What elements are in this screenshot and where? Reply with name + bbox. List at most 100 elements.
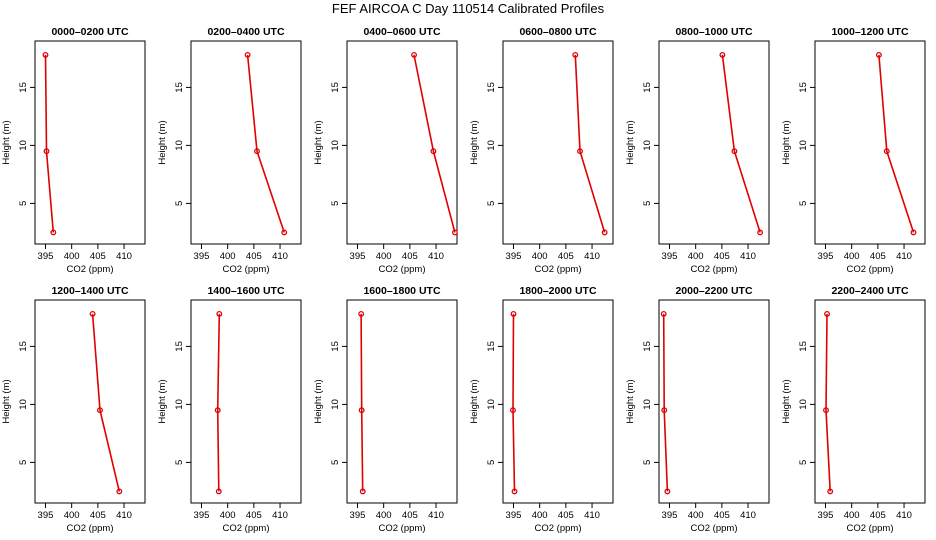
x-tick-label: 410 xyxy=(584,510,600,521)
y-tick-label: 15 xyxy=(18,82,29,93)
y-tick-label: 5 xyxy=(486,201,497,206)
x-tick-label: 395 xyxy=(506,510,522,521)
y-tick-label: 10 xyxy=(642,140,653,151)
y-tick-label: 15 xyxy=(486,341,497,352)
x-tick-label: 400 xyxy=(532,251,548,262)
y-tick-label: 10 xyxy=(642,399,653,410)
x-tick-label: 410 xyxy=(896,510,912,521)
panel-title: 2000–2200 UTC xyxy=(675,285,752,297)
panel-title: 2200–2400 UTC xyxy=(831,285,908,297)
x-axis-label: CO2 (ppm) xyxy=(847,264,894,275)
x-tick-label: 400 xyxy=(688,510,704,521)
x-axis-label: CO2 (ppm) xyxy=(691,264,738,275)
data-point xyxy=(42,51,49,58)
panel-title: 1000–1200 UTC xyxy=(831,26,908,38)
y-axis-label: Height (m) xyxy=(313,379,324,423)
co2-profile-line xyxy=(246,54,285,233)
x-axis-label: CO2 (ppm) xyxy=(847,523,894,534)
x-axis-label: CO2 (ppm) xyxy=(223,523,270,534)
data-point xyxy=(43,148,50,155)
x-axis-label: CO2 (ppm) xyxy=(223,264,270,275)
profile-panel: 1000–1200 UTC 395 400 405 410 5 10 15 CO2 (ppm) H… xyxy=(781,26,926,275)
data-point xyxy=(719,51,726,58)
plot-frame xyxy=(346,299,458,504)
x-tick-label: 395 xyxy=(506,251,522,262)
x-tick-label: 410 xyxy=(428,251,444,262)
co2-profile-line xyxy=(721,54,761,233)
panel-grid: 0000–0200 UTC 395 400 405 410 5 10 15 CO2 (ppm) H… xyxy=(1,26,926,534)
y-tick-label: 10 xyxy=(18,399,29,410)
panel-title: 0000–0200 UTC xyxy=(51,26,128,38)
y-tick-label: 10 xyxy=(330,399,341,410)
x-tick-label: 405 xyxy=(90,510,106,521)
y-tick-label: 5 xyxy=(330,460,341,465)
panel-title: 1400–1600 UTC xyxy=(207,285,284,297)
x-tick-label: 410 xyxy=(272,510,288,521)
y-tick-label: 10 xyxy=(798,140,809,151)
data-point xyxy=(451,229,458,236)
x-tick-label: 405 xyxy=(870,251,886,262)
co2-profile-line xyxy=(360,313,364,492)
y-tick-label: 10 xyxy=(330,140,341,151)
y-axis-label: Height (m) xyxy=(313,120,324,164)
plot-frame xyxy=(34,40,146,245)
x-tick-label: 395 xyxy=(818,510,834,521)
x-tick-label: 405 xyxy=(870,510,886,521)
profile-panel: 0800–1000 UTC 395 400 405 410 5 10 15 CO2 (ppm) H… xyxy=(625,26,770,275)
profile-panel: 1800–2000 UTC 395 400 405 410 5 10 15 CO2 (ppm) H… xyxy=(469,285,614,534)
y-axis-label: Height (m) xyxy=(157,120,168,164)
data-point xyxy=(510,310,517,317)
y-tick-label: 15 xyxy=(642,82,653,93)
x-axis-label: CO2 (ppm) xyxy=(379,523,426,534)
profile-panel: 0000–0200 UTC 395 400 405 410 5 10 15 CO2 (ppm) H… xyxy=(1,26,146,275)
figure-title: FEF AIRCOA C Day 110514 Calibrated Profi… xyxy=(332,1,605,16)
plot-frame xyxy=(190,299,302,504)
data-point xyxy=(359,488,366,495)
x-tick-label: 410 xyxy=(740,510,756,521)
x-axis-label: CO2 (ppm) xyxy=(379,264,426,275)
data-point xyxy=(660,310,667,317)
panel-title: 1600–1800 UTC xyxy=(363,285,440,297)
co2-profile-line xyxy=(44,54,55,233)
x-tick-label: 400 xyxy=(220,251,236,262)
y-axis-label: Height (m) xyxy=(469,379,480,423)
x-tick-label: 400 xyxy=(844,251,860,262)
y-tick-label: 5 xyxy=(174,460,185,465)
co2-profile-line xyxy=(413,54,456,233)
x-tick-label: 395 xyxy=(662,510,678,521)
data-point xyxy=(664,488,671,495)
data-point xyxy=(430,148,437,155)
x-tick-label: 400 xyxy=(64,251,80,262)
co2-profile-line xyxy=(878,54,915,233)
x-tick-label: 395 xyxy=(350,510,366,521)
x-tick-label: 395 xyxy=(818,251,834,262)
data-point xyxy=(411,51,417,58)
data-point xyxy=(910,229,917,236)
y-tick-label: 10 xyxy=(798,399,809,410)
data-point xyxy=(827,488,834,495)
profile-panel: 2000–2200 UTC 395 400 405 410 5 10 15 CO2 (ppm) H… xyxy=(625,285,770,534)
data-point xyxy=(875,51,882,58)
x-tick-label: 400 xyxy=(844,510,860,521)
y-axis-label: Height (m) xyxy=(781,120,792,164)
x-tick-label: 400 xyxy=(64,510,80,521)
y-tick-label: 15 xyxy=(330,82,341,93)
x-tick-label: 405 xyxy=(402,510,418,521)
data-point xyxy=(577,148,583,155)
profile-panel: 1400–1600 UTC 395 400 405 410 5 10 15 CO2 (ppm) H… xyxy=(157,285,302,534)
y-tick-label: 15 xyxy=(330,341,341,352)
x-tick-label: 410 xyxy=(116,251,132,262)
x-tick-label: 405 xyxy=(714,251,730,262)
y-tick-label: 15 xyxy=(174,341,185,352)
co2-profile-line xyxy=(574,54,606,233)
y-axis-label: Height (m) xyxy=(1,379,12,423)
y-axis-label: Height (m) xyxy=(1,120,12,164)
data-point xyxy=(511,488,518,495)
data-point xyxy=(661,407,668,414)
x-axis-label: CO2 (ppm) xyxy=(535,523,582,534)
data-point xyxy=(358,310,365,317)
plot-frame xyxy=(502,40,614,245)
profile-panel: 0400–0600 UTC 395 400 405 410 5 10 15 CO2 (ppm) H… xyxy=(313,26,458,275)
y-tick-label: 5 xyxy=(642,460,653,465)
